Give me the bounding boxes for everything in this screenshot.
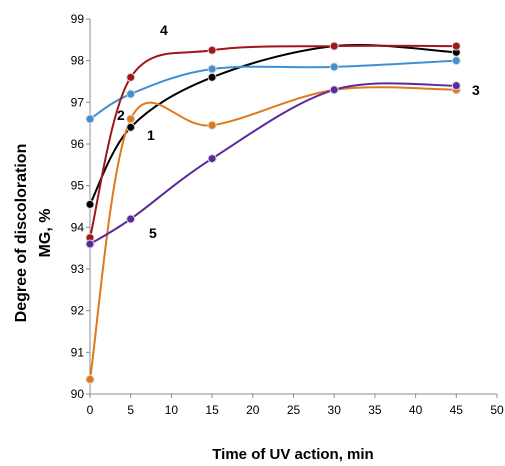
series-label-5: 5 (149, 225, 157, 241)
data-point-series-5 (451, 81, 461, 91)
x-axis-title: Time of UV action, min (212, 446, 373, 463)
series-line-2 (89, 59, 457, 120)
data-point-series-5 (126, 214, 136, 224)
x-tick-label: 15 (205, 403, 219, 417)
y-tick-label: 96 (71, 137, 85, 151)
y-tick-label: 94 (71, 220, 85, 234)
y-tick-label: 92 (71, 304, 85, 318)
series-label-2: 2 (117, 107, 125, 123)
x-tick-label: 5 (127, 403, 134, 417)
data-point-series-3 (207, 120, 217, 130)
data-point-series-2 (207, 64, 217, 74)
data-point-series-1 (207, 72, 217, 82)
x-tick-label: 25 (287, 403, 301, 417)
x-tick-label: 40 (409, 403, 423, 417)
data-point-series-5 (85, 239, 95, 249)
data-point-series-1 (85, 199, 95, 209)
data-point-series-2 (329, 62, 339, 72)
data-point-series-3 (85, 374, 95, 384)
x-tick-label: 45 (450, 403, 464, 417)
data-point-series-5 (329, 85, 339, 95)
y-tick-label: 97 (71, 95, 85, 109)
data-point-series-2 (451, 56, 461, 66)
series-label-1: 1 (147, 127, 155, 143)
x-tick-label: 20 (246, 403, 260, 417)
x-tick-label: 50 (490, 403, 504, 417)
y-tick-label: 93 (71, 262, 85, 276)
series-label-3: 3 (472, 82, 480, 98)
data-point-series-1 (126, 122, 136, 132)
x-tick-label: 35 (368, 403, 382, 417)
data-point-series-4 (207, 45, 217, 55)
data-point-series-3 (126, 114, 136, 124)
series-line-1 (89, 44, 457, 205)
x-tick-label: 30 (328, 403, 342, 417)
y-tick-label: 90 (71, 387, 85, 401)
y-tick-label: 99 (71, 12, 85, 26)
data-point-series-2 (126, 89, 136, 99)
y-tick-label: 95 (71, 179, 85, 193)
series-line-3 (89, 86, 457, 380)
y-axis-title-line2: MG, % (37, 209, 54, 258)
y-axis-title-line1: Degree of discoloration (13, 144, 30, 323)
series-label-4: 4 (160, 22, 168, 38)
data-point-series-4 (451, 41, 461, 51)
data-point-series-4 (329, 41, 339, 51)
data-point-series-2 (85, 114, 95, 124)
x-tick-label: 0 (87, 403, 94, 417)
y-tick-label: 91 (71, 345, 85, 359)
y-tick-label: 98 (71, 54, 85, 68)
x-tick-label: 10 (165, 403, 179, 417)
data-point-series-5 (207, 154, 217, 164)
data-point-series-4 (126, 72, 136, 82)
